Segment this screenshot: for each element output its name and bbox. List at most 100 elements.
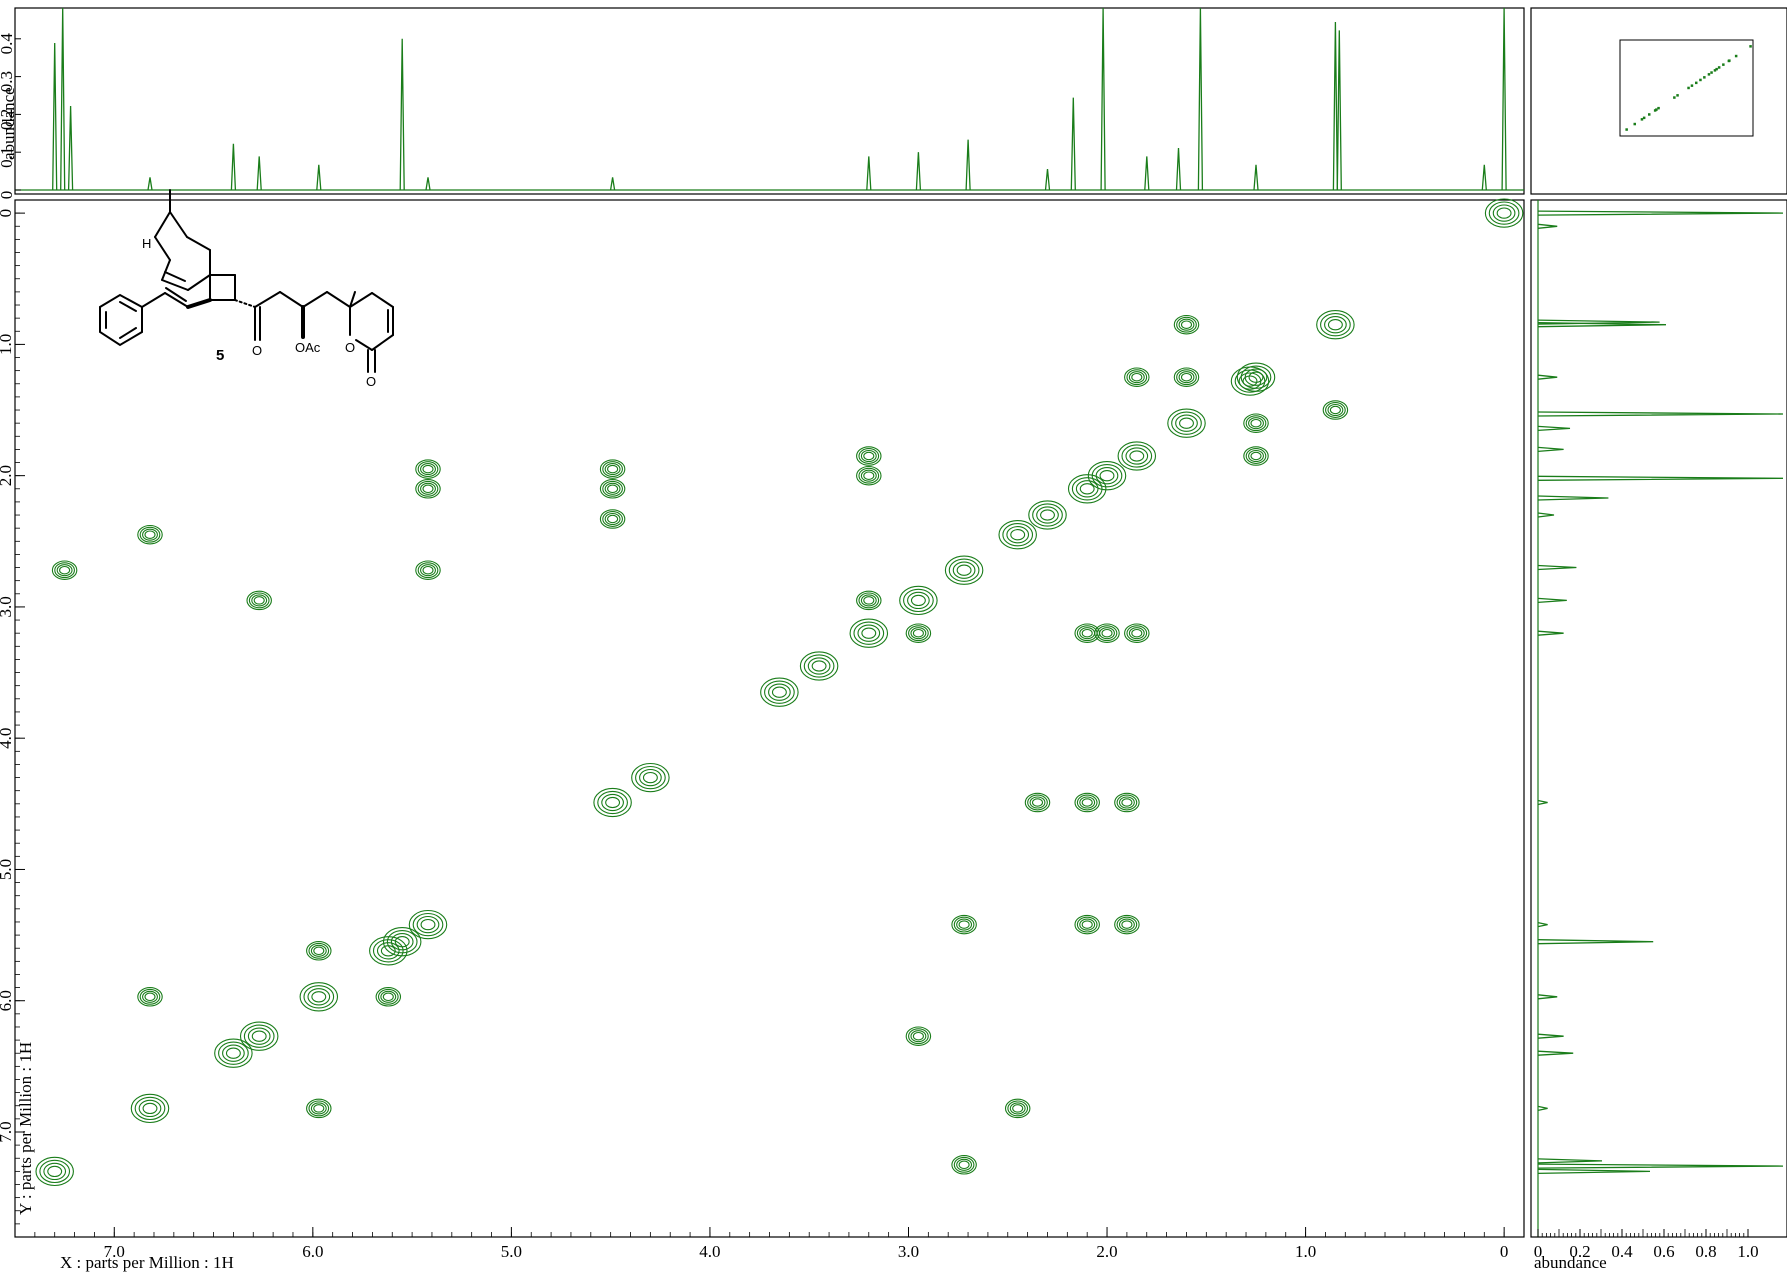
inset-dot <box>1642 116 1646 120</box>
contour-ring <box>313 1104 325 1113</box>
contour-ring <box>420 482 436 495</box>
cross-peak <box>1173 367 1200 387</box>
contour-ring <box>134 1096 166 1121</box>
contour-ring <box>1322 400 1349 420</box>
cross-peak <box>1074 792 1100 813</box>
right-projection-peak <box>1537 446 1564 453</box>
x-tick-label: 5.0 <box>501 1242 522 1261</box>
contour-ring <box>253 596 265 605</box>
contour-ring <box>1118 918 1135 931</box>
contour-ring <box>1074 623 1100 643</box>
contour-ring <box>1028 500 1067 530</box>
contour-ring <box>142 528 158 541</box>
contour-ring <box>43 1162 67 1181</box>
contour-ring <box>1178 371 1195 384</box>
contour-ring <box>311 991 327 1003</box>
inset-dot <box>1676 94 1679 97</box>
y-tick-label: 5.0 <box>0 859 15 880</box>
contour-ring <box>768 683 791 701</box>
x-axis-title: X : parts per Million : 1H <box>60 1253 234 1272</box>
contour-ring <box>856 465 882 486</box>
contour-ring <box>799 651 839 681</box>
contour-ring <box>417 461 439 478</box>
cross-peak <box>856 465 882 486</box>
contour-ring <box>307 988 331 1006</box>
inset-overview-frame <box>1530 7 1787 195</box>
cross-peak <box>1074 623 1100 643</box>
cross-peak <box>599 459 626 479</box>
contour-ring <box>1248 449 1264 463</box>
inset-dot <box>1703 76 1706 79</box>
contour-ring <box>380 990 397 1003</box>
contour-ring <box>420 463 436 476</box>
contour-ring <box>1002 523 1034 547</box>
contour-ring <box>905 1026 932 1046</box>
contour-ring <box>1250 451 1262 461</box>
contour-ring <box>1079 796 1096 809</box>
top-projection-peak <box>1336 30 1342 191</box>
contour-ring <box>861 627 877 639</box>
top-projection-peak <box>52 42 58 191</box>
right-projection-peak <box>1537 1168 1651 1175</box>
right-projection-peak <box>1537 1158 1603 1164</box>
contour-ring <box>1009 1102 1026 1115</box>
right-projection-frame <box>1530 199 1787 1238</box>
cross-peak <box>137 524 163 545</box>
contour-ring <box>858 467 880 484</box>
inset-dot <box>1648 113 1651 116</box>
top-abundance-title: abundance <box>0 87 18 160</box>
contour-ring <box>47 1165 63 1178</box>
contour-ring <box>1121 920 1133 929</box>
contour-ring <box>372 939 404 963</box>
top-projection-peak <box>1253 164 1259 191</box>
contour-ring <box>130 1093 170 1124</box>
inset-dot <box>1710 71 1713 74</box>
contour-ring <box>860 469 877 482</box>
contour-ring <box>1114 914 1140 935</box>
diagonal-peak <box>799 651 839 681</box>
diagonal-peak <box>1167 408 1206 438</box>
inset-dot <box>1722 63 1725 66</box>
contour-ring <box>138 1099 162 1118</box>
contour-ring <box>1179 417 1194 429</box>
contour-ring <box>139 988 161 1005</box>
contour-ring <box>412 912 444 937</box>
cross-peak <box>905 623 932 643</box>
contour-ring <box>308 942 330 959</box>
contour-ring <box>605 796 621 809</box>
top-projection-peak <box>1332 21 1339 191</box>
contour-ring <box>1121 798 1133 807</box>
contour-peaks <box>35 198 1524 1187</box>
diagonal-peak <box>849 618 889 648</box>
top-projection-peak <box>1144 156 1150 191</box>
contour-ring <box>1126 625 1148 642</box>
right-projection-peak <box>1537 319 1660 325</box>
contour-ring <box>1236 362 1276 392</box>
cross-peak <box>856 446 882 466</box>
contour-ring <box>422 464 434 474</box>
contour-ring <box>1125 447 1149 465</box>
cross-peak <box>415 479 441 499</box>
y-tick-label: 3.0 <box>0 596 15 617</box>
contour-ring <box>1128 371 1145 384</box>
contour-ring <box>910 627 927 640</box>
contour-ring <box>1126 369 1148 386</box>
contour-ring <box>1081 920 1093 929</box>
contour-ring <box>306 941 332 961</box>
contour-ring <box>1248 417 1264 430</box>
inset-dot <box>1715 67 1718 71</box>
contour-ring <box>760 677 799 707</box>
contour-ring <box>251 594 268 607</box>
diagonal-peak <box>1028 500 1067 530</box>
contour-ring <box>602 511 623 527</box>
contour-ring <box>377 988 399 1005</box>
contour-ring <box>1036 506 1059 524</box>
contour-ring <box>863 596 875 605</box>
contour-ring <box>1087 461 1127 491</box>
contour-ring <box>856 446 882 466</box>
top-projection-peak <box>1100 7 1106 191</box>
contour-ring <box>1131 628 1143 638</box>
cross-peak <box>951 914 977 935</box>
contour-ring <box>1075 480 1099 498</box>
right-projection-peak <box>1537 223 1558 229</box>
